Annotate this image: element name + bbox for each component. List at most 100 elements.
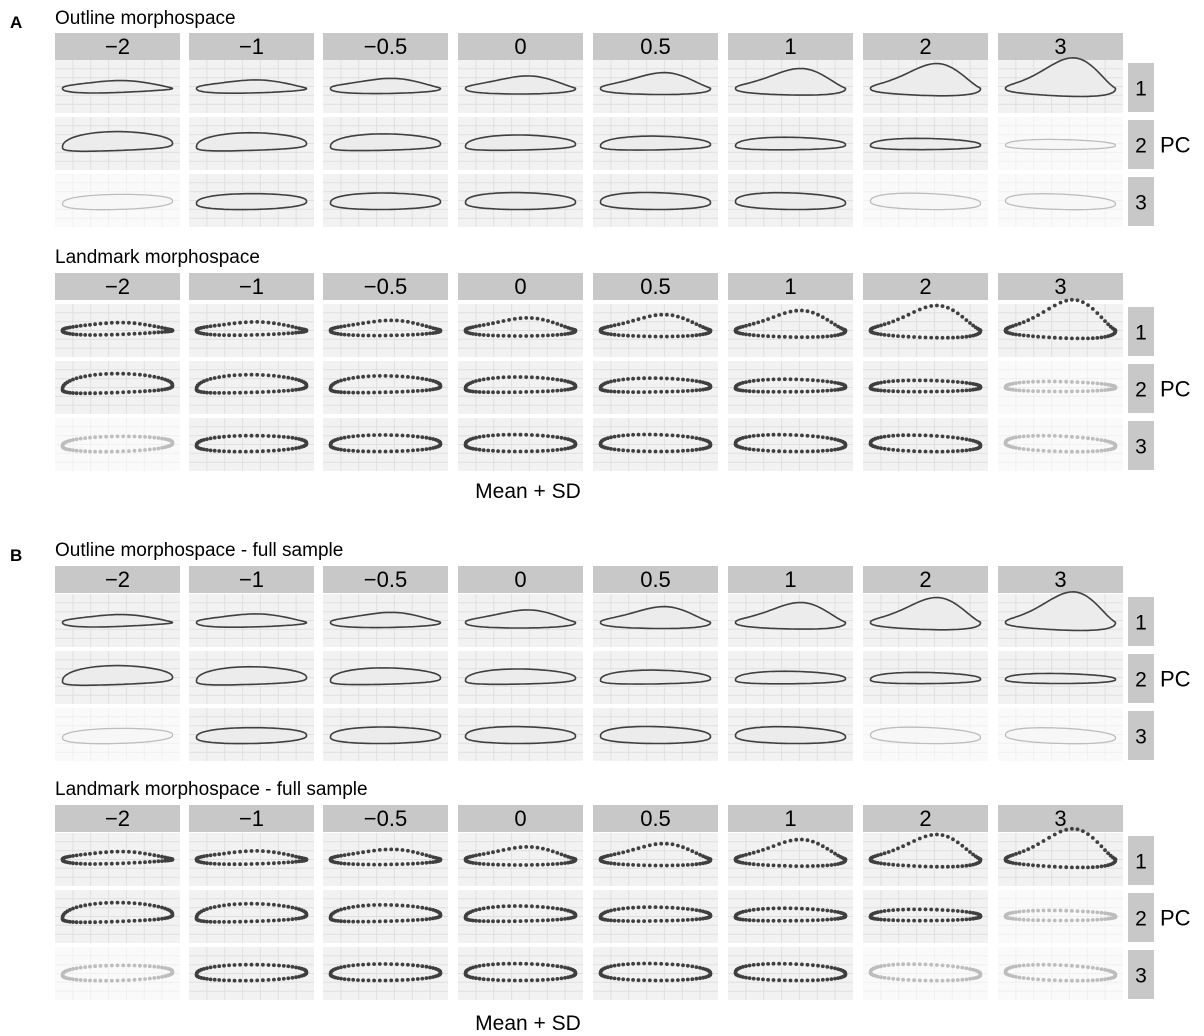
landmark-point [1052, 335, 1057, 340]
landmark-point [126, 320, 131, 325]
landmark-point [626, 448, 630, 453]
landmark-point [290, 446, 295, 451]
landmark-point [1058, 963, 1063, 967]
landmark-point [670, 842, 675, 847]
landmark-point [1031, 963, 1035, 967]
landmark-point [238, 373, 243, 377]
landmark-point [372, 319, 376, 324]
row-label: 2 [1135, 908, 1147, 931]
landmark-point [960, 864, 965, 868]
row-label: 1 [1135, 78, 1147, 101]
landmark-point [896, 962, 900, 967]
landmark-point [93, 372, 97, 377]
landmark-point [60, 329, 65, 334]
landmark-point [751, 321, 756, 326]
landmark-point [612, 907, 617, 912]
landmark-point [782, 311, 787, 315]
landmark-point [912, 389, 916, 394]
landmark-point [339, 390, 343, 395]
landmark-point [208, 965, 213, 970]
landmark-point [205, 437, 209, 441]
landmark-point [147, 852, 152, 857]
landmark-point [670, 334, 675, 339]
landmark-point [901, 863, 905, 868]
landmark-point [833, 380, 837, 385]
landmark-point [491, 850, 495, 855]
landmark-point [951, 435, 955, 440]
landmark-point [361, 321, 365, 326]
landmark-point [833, 322, 837, 327]
strip-label: 3 [1054, 274, 1066, 299]
landmark-point [78, 965, 83, 970]
landmark-point [621, 377, 626, 382]
landmark-point [747, 976, 752, 980]
landmark-point [395, 449, 399, 454]
landmark-point [346, 852, 351, 857]
landmark-point [93, 901, 97, 906]
landmark-point [598, 329, 603, 334]
landmark-point [1003, 329, 1008, 334]
landmark-point [1070, 918, 1074, 923]
strip-label: 0 [514, 274, 526, 299]
landmark-point [886, 850, 891, 854]
landmark-point [1064, 978, 1069, 983]
landmark-point [121, 963, 126, 968]
landmark-point [1003, 442, 1008, 447]
landmark-point [761, 448, 765, 453]
landmark-point [744, 446, 748, 451]
landmark-point [261, 962, 265, 967]
landmark-point [535, 316, 540, 321]
landmark-point [782, 432, 787, 437]
landmark-point [665, 376, 669, 381]
landmark-point [372, 390, 376, 395]
landmark-point [194, 329, 199, 334]
landmark-point [281, 964, 286, 968]
landmark-point [277, 332, 281, 336]
landmark-point [481, 390, 486, 394]
landmark-point [138, 372, 142, 377]
landmark-point [566, 860, 570, 865]
landmark-point [104, 978, 108, 983]
landmark-point [1036, 433, 1040, 438]
landmark-point [143, 860, 147, 865]
landmark-point [431, 916, 435, 921]
landmark-point [272, 977, 276, 982]
landmark-point [794, 837, 799, 842]
landmark-point [389, 390, 394, 394]
landmark-point [964, 448, 969, 453]
landmark-point [935, 963, 939, 967]
landmark-point [400, 389, 405, 394]
landmark-point [481, 377, 486, 382]
landmark-point [756, 977, 761, 981]
landmark-point [361, 862, 365, 867]
landmark-point [882, 963, 887, 968]
landmark-point [1052, 449, 1057, 454]
landmark-point [546, 333, 550, 338]
landmark-point [222, 851, 226, 856]
landmark-point [156, 436, 161, 440]
landmark-point [463, 916, 468, 921]
landmark-point [138, 860, 142, 865]
landmark-point [1103, 319, 1107, 323]
landmark-point [912, 310, 916, 314]
landmark-point [609, 332, 613, 337]
landmark-point [647, 978, 652, 983]
landmark-point [486, 919, 491, 924]
landmark-point [194, 917, 199, 922]
landmark-point [777, 432, 781, 437]
landmark-point [891, 976, 896, 981]
landmark-point [955, 909, 960, 913]
landmark-point [424, 388, 429, 393]
landmark-point [132, 389, 137, 394]
landmark-point [676, 314, 680, 319]
landmark-point [115, 320, 120, 325]
row-label: 3 [1135, 965, 1147, 988]
landmark-point [1058, 336, 1063, 340]
landmark-point [1103, 848, 1107, 852]
landmark-point [277, 918, 281, 923]
landmark-point [1021, 909, 1026, 914]
strip-header [593, 273, 718, 300]
landmark-point [194, 388, 199, 393]
landmark-point [653, 376, 658, 380]
landmark-point [395, 318, 399, 323]
